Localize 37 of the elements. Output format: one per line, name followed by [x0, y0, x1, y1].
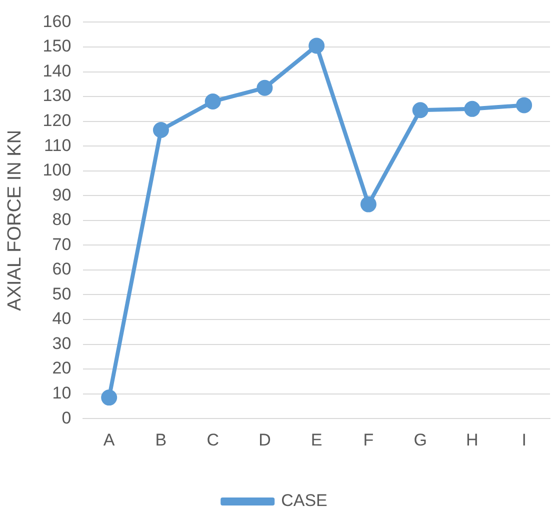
x-tick-label: B: [155, 430, 167, 450]
point: [516, 97, 532, 114]
y-tick-label: 150: [42, 36, 72, 56]
point: [412, 102, 428, 118]
point: [360, 196, 376, 212]
y-tick-label: 60: [52, 260, 72, 279]
x-tick-label: H: [466, 430, 478, 450]
legend-label: CASE: [281, 491, 328, 510]
y-tick-label: 130: [42, 86, 72, 106]
y-tick-label: 80: [52, 210, 72, 230]
x-tick-label: F: [363, 430, 374, 450]
y-tick-label: 110: [44, 136, 72, 155]
x-tick-label: D: [258, 430, 271, 450]
x-tick-label: I: [522, 430, 526, 450]
point: [308, 38, 325, 54]
x-tick-label: C: [206, 430, 219, 450]
y-tick-label: 10: [52, 384, 72, 403]
y-tick-label: 120: [42, 110, 72, 130]
point: [256, 80, 273, 96]
x-tick-label: E: [310, 430, 322, 450]
y-tick-label: 50: [52, 284, 72, 304]
point: [152, 122, 169, 138]
point: [464, 100, 480, 117]
x-tick-label: G: [414, 430, 427, 450]
y-tick-label: 100: [42, 160, 72, 180]
y-tick-label: 160: [42, 12, 72, 31]
y-tick-label: 0: [62, 408, 72, 428]
y-tick-label: 20: [52, 358, 72, 378]
y-tick-label: 90: [52, 185, 72, 204]
y-axis-title: AXIAL FORCE IN KN: [4, 130, 26, 311]
point: [101, 390, 118, 406]
point: [204, 93, 221, 110]
y-tick-label: 140: [42, 61, 72, 80]
x-tick-label: A: [103, 430, 116, 450]
y-tick-label: 40: [52, 309, 72, 328]
y-tick-label: 30: [52, 334, 72, 353]
y-tick-label: 70: [52, 234, 72, 254]
